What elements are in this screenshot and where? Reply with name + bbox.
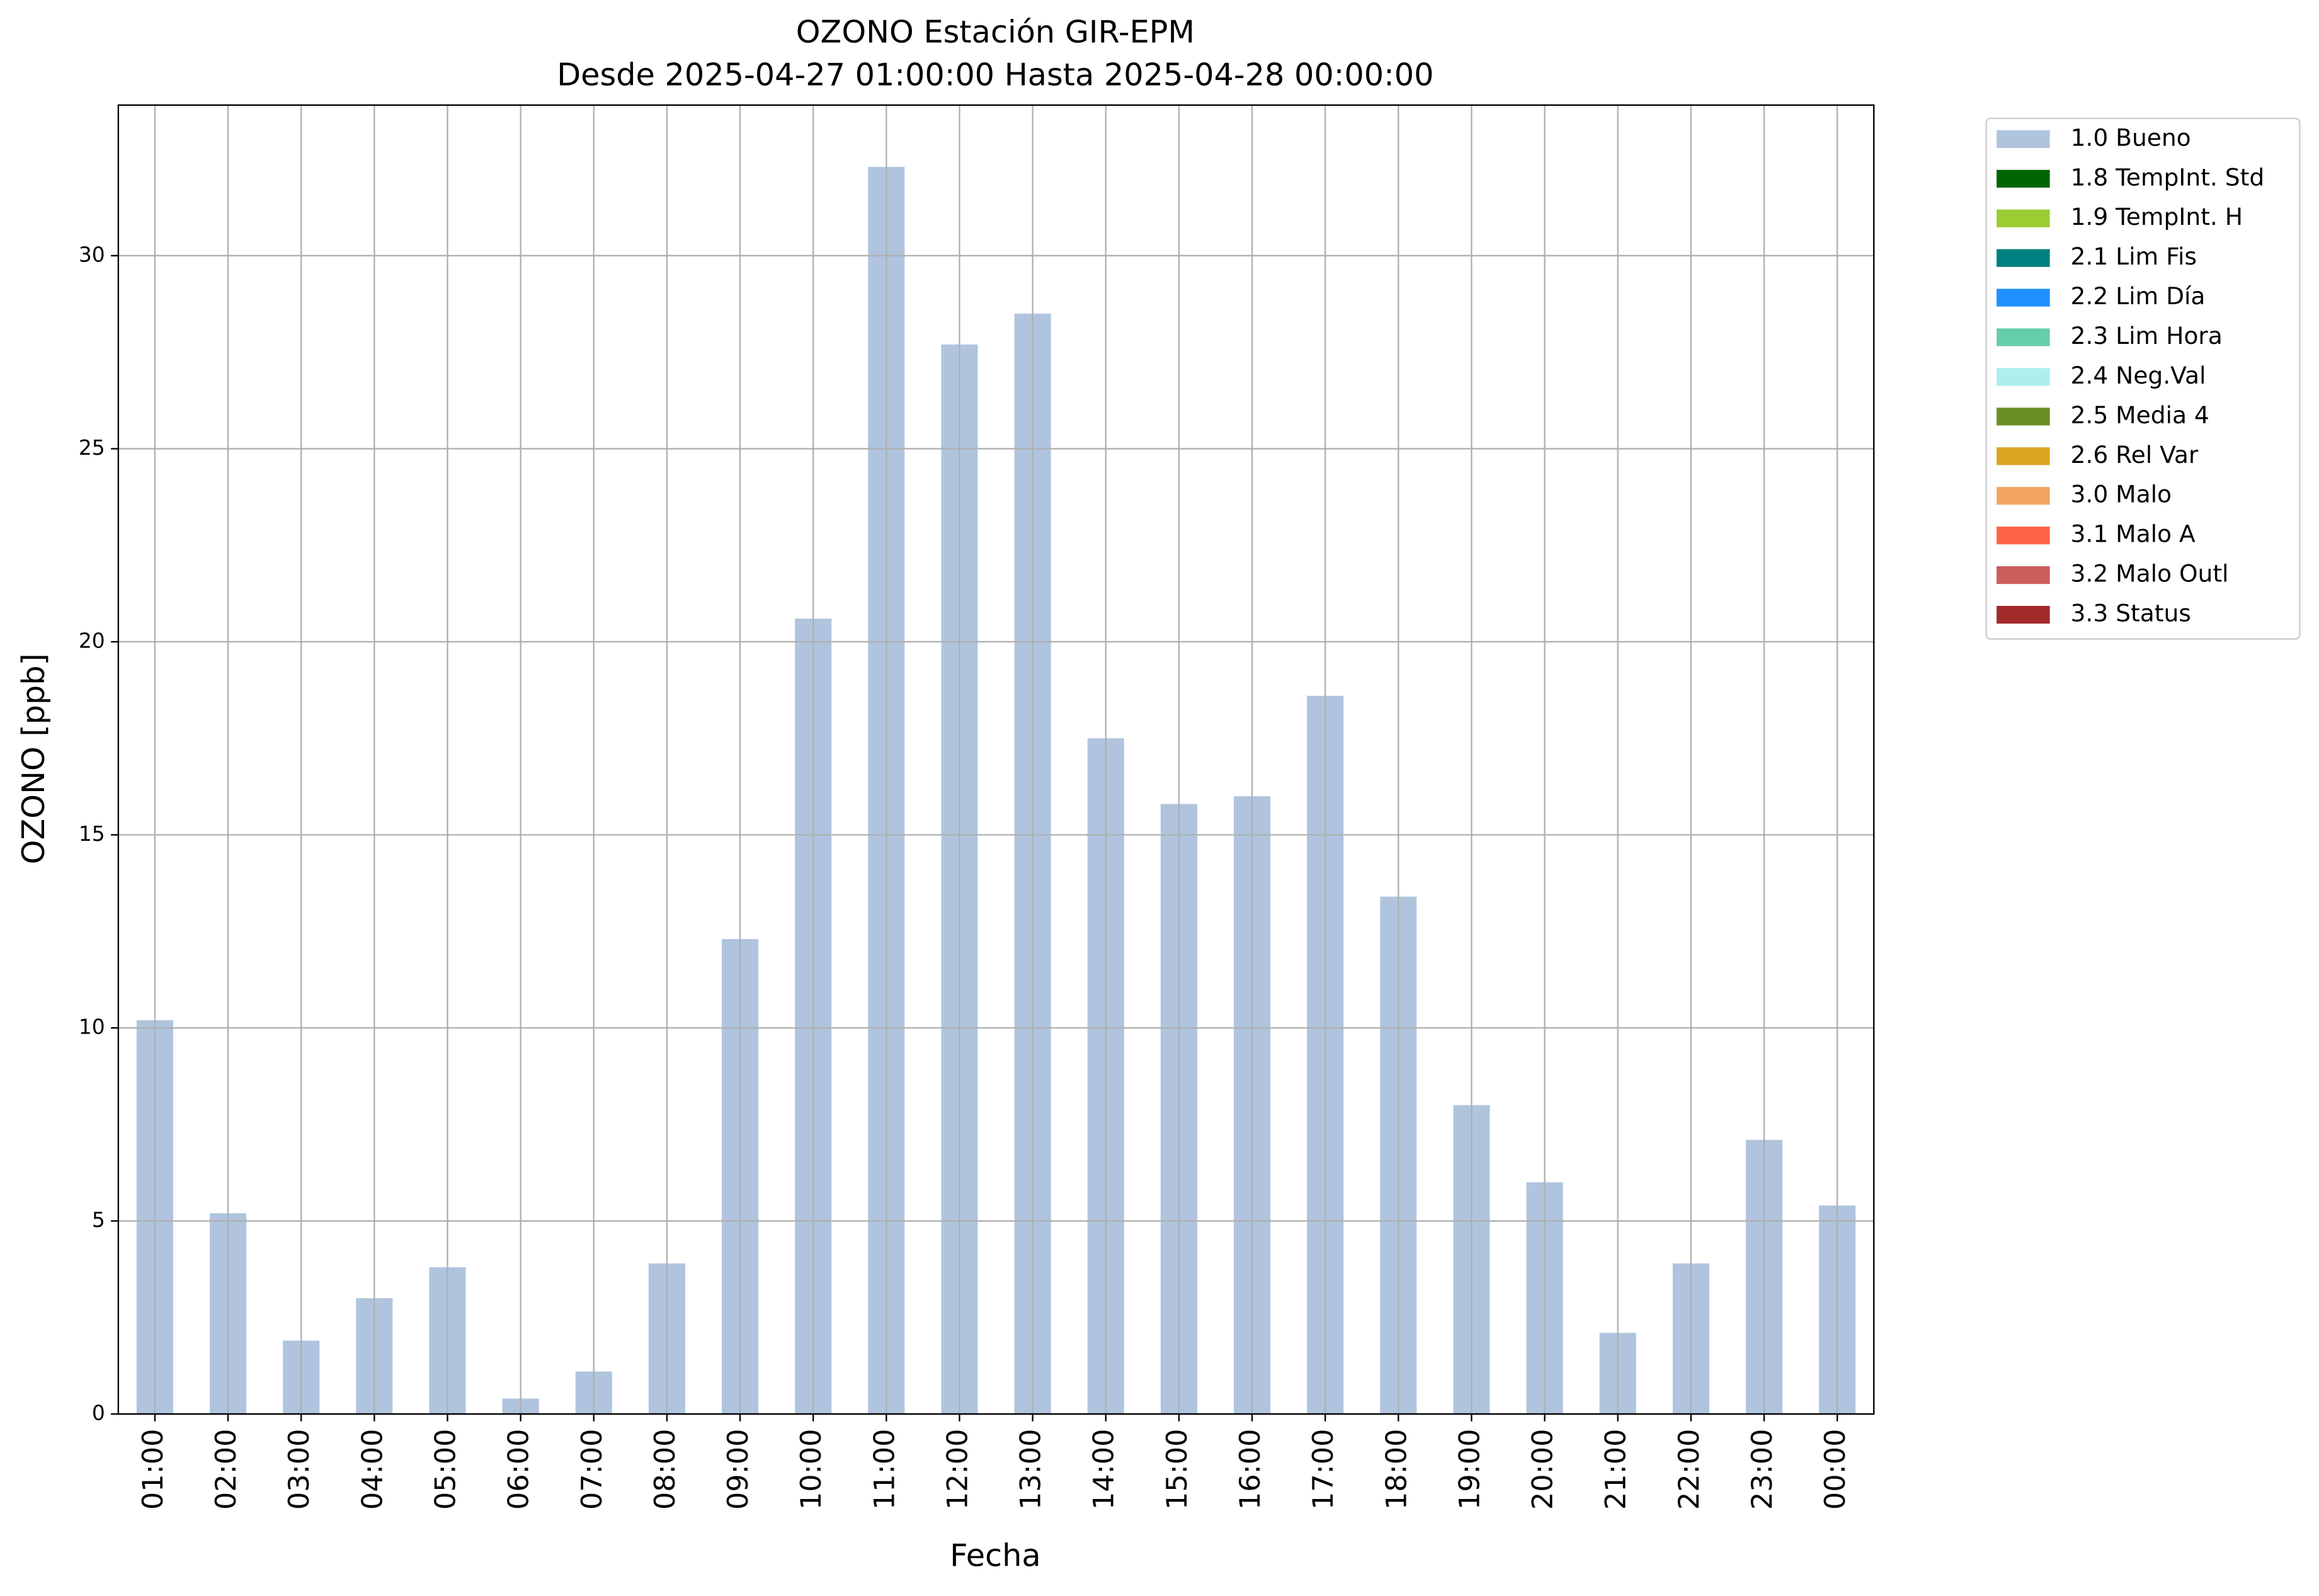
y-tick-label: 30 <box>79 242 105 266</box>
legend-swatch <box>1997 487 2050 505</box>
legend-label: 2.2 Lim Día <box>2071 282 2206 310</box>
x-tick-label: 00:00 <box>1819 1429 1852 1510</box>
x-tick-label: 01:00 <box>137 1429 169 1510</box>
x-tick-label: 16:00 <box>1234 1429 1267 1510</box>
legend-swatch <box>1997 288 2050 307</box>
x-tick-label: 03:00 <box>283 1429 316 1510</box>
legend-label: 3.1 Malo A <box>2071 520 2196 548</box>
legend-swatch <box>1997 566 2050 584</box>
legend-label: 2.3 Lim Hora <box>2071 322 2223 350</box>
x-tick-label: 06:00 <box>503 1429 535 1510</box>
y-tick-label: 10 <box>79 1015 105 1039</box>
chart-title: OZONO Estación GIR-EPM <box>796 14 1195 50</box>
legend-swatch <box>1997 527 2050 545</box>
x-tick-label: 08:00 <box>649 1429 681 1510</box>
legend-label: 2.6 Rel Var <box>2071 441 2199 469</box>
x-tick-label: 07:00 <box>576 1429 608 1510</box>
x-tick-label: 12:00 <box>941 1429 974 1510</box>
legend-swatch <box>1997 368 2050 386</box>
legend-swatch <box>1997 209 2050 227</box>
y-tick-label: 0 <box>92 1401 105 1425</box>
legend-swatch <box>1997 169 2050 188</box>
y-tick-label: 5 <box>92 1207 105 1232</box>
legend-box <box>1985 117 2301 640</box>
x-tick-label: 21:00 <box>1600 1429 1632 1510</box>
x-axis-label: Fecha <box>950 1537 1041 1573</box>
plot-frame <box>117 104 1875 1415</box>
legend-label: 2.4 Neg.Val <box>2071 362 2206 389</box>
x-tick-label: 02:00 <box>210 1429 242 1510</box>
legend-label: 3.0 Malo <box>2071 481 2172 508</box>
x-tick-label: 11:00 <box>868 1429 901 1510</box>
legend-label: 1.0 Bueno <box>2071 123 2191 151</box>
x-tick-label: 23:00 <box>1746 1429 1779 1510</box>
x-tick-label: 19:00 <box>1453 1429 1486 1510</box>
legend-label: 2.1 Lim Fis <box>2071 242 2197 270</box>
legend-swatch <box>1997 605 2050 624</box>
x-tick-label: 20:00 <box>1527 1429 1559 1510</box>
x-tick-label: 22:00 <box>1673 1429 1706 1510</box>
x-tick-label: 14:00 <box>1088 1429 1120 1510</box>
legend-label: 1.8 TempInt. Std <box>2071 163 2265 191</box>
x-tick-label: 05:00 <box>429 1429 462 1510</box>
legend-swatch <box>1997 328 2050 346</box>
legend-label: 2.5 Media 4 <box>2071 401 2209 429</box>
x-tick-label: 04:00 <box>356 1429 389 1510</box>
y-tick-label: 25 <box>79 435 105 460</box>
x-tick-label: 09:00 <box>722 1429 755 1510</box>
y-axis-label: OZONO [ppb] <box>15 653 52 864</box>
x-tick-label: 15:00 <box>1161 1429 1194 1510</box>
legend-swatch <box>1997 130 2050 148</box>
legend-label: 1.9 TempInt. H <box>2071 203 2243 231</box>
x-tick-label: 10:00 <box>795 1429 828 1510</box>
legend-swatch <box>1997 447 2050 465</box>
x-tick-label: 13:00 <box>1015 1429 1047 1510</box>
y-tick-label: 15 <box>79 821 105 846</box>
chart-subtitle: Desde 2025-04-27 01:00:00 Hasta 2025-04-… <box>557 57 1433 93</box>
legend-swatch <box>1997 408 2050 426</box>
y-tick-label: 20 <box>79 628 105 653</box>
legend-label: 3.2 Malo Outl <box>2071 560 2229 588</box>
legend-swatch <box>1997 249 2050 267</box>
legend-label: 3.3 Status <box>2071 600 2191 627</box>
x-tick-label: 18:00 <box>1380 1429 1413 1510</box>
x-tick-label: 17:00 <box>1307 1429 1340 1510</box>
